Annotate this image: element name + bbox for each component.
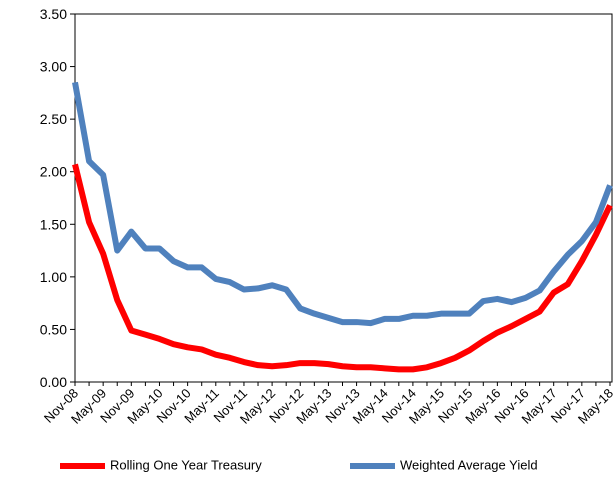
legend-label: Weighted Average Yield [400, 457, 538, 472]
y-tick-label: 3.50 [40, 6, 67, 22]
y-tick-label: 1.50 [40, 216, 67, 232]
y-tick-label: 3.00 [40, 59, 67, 75]
series-line [72, 81, 613, 327]
series-line [72, 163, 613, 373]
y-tick-label: 2.00 [40, 164, 67, 180]
legend-label: Rolling One Year Treasury [110, 457, 262, 472]
y-tick-label: 0.00 [40, 374, 67, 390]
y-tick-label: 2.50 [40, 111, 67, 127]
y-tick-label: 1.00 [40, 269, 67, 285]
plot-area [74, 13, 613, 383]
y-tick-label: 0.50 [40, 321, 67, 337]
